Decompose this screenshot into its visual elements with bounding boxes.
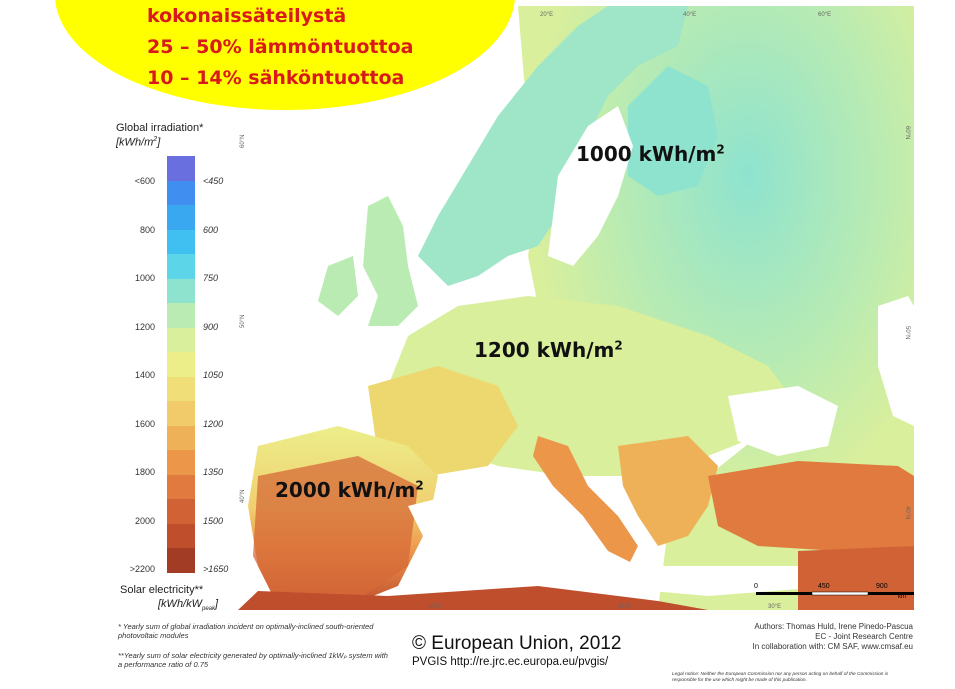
- credits-authors: Authors: Thomas Huld, Irene Pinedo-Pascu…: [754, 622, 913, 631]
- legend-swatch: [167, 278, 195, 303]
- black-sea: [728, 386, 838, 456]
- balkans: [618, 436, 718, 546]
- legend-swatch: [167, 499, 195, 524]
- graticule-left-2: 40°N: [240, 490, 246, 503]
- baltic-sea: [548, 106, 633, 266]
- legend-bottom-unit: [kWh/kWpeak]: [158, 598, 219, 613]
- legend-irradiation-label: >2200: [129, 564, 155, 574]
- legend-irradiation-label: 1600: [134, 418, 155, 429]
- label-2000-kwh: 2000 kWh/m2: [275, 478, 424, 502]
- label-1000-kwh: 1000 kWh/m2: [576, 142, 725, 166]
- legend-swatch: [167, 548, 195, 573]
- graticule-top-0: 20°E: [540, 12, 553, 18]
- legend-electricity-label: 600: [203, 224, 219, 235]
- scandinavia: [418, 6, 688, 286]
- legend-irradiation-label: 1200: [134, 321, 155, 332]
- legend-irradiation-label: <600: [134, 176, 155, 186]
- great-britain: [363, 196, 418, 326]
- legend-swatch: [167, 303, 195, 328]
- legend-electricity-label: 1200: [203, 418, 224, 429]
- legend-electricity-label: 750: [203, 273, 219, 283]
- scale-bar: 0 450 900 km: [754, 583, 914, 600]
- north-africa: [238, 586, 708, 610]
- scale-label-0: 0: [754, 583, 758, 590]
- legend-color-ramp: [167, 156, 195, 573]
- graticule-left-1: 50°N: [240, 315, 246, 328]
- headline-line-1: kokonaissäteilystä: [147, 5, 347, 27]
- caspian-sea: [878, 296, 914, 426]
- graticule-top-2: 60°E: [818, 12, 831, 18]
- turkey: [708, 461, 914, 551]
- graticule-left-0: 60°N: [240, 135, 246, 148]
- legend-irradiation-label: 1000: [134, 273, 155, 283]
- scale-label-900: 900: [876, 583, 888, 590]
- legend-swatch: [167, 401, 195, 426]
- legend-title: Global irradiation*: [116, 122, 204, 134]
- graticule-bottom-2: 30°E: [768, 604, 781, 610]
- legal-notice: Legal notice: Neither the European Commi…: [672, 672, 889, 683]
- graticule-right-2: 40°N: [904, 506, 910, 519]
- scale-unit: km: [898, 594, 906, 600]
- italy: [533, 436, 638, 566]
- copyright: © European Union, 2012: [412, 633, 622, 654]
- solar-irradiation-map: 0 450 900 km 20°E 40°E 60°E 10°E 20°E 30…: [238, 6, 914, 610]
- legend-bottom-title: Solar electricity**: [120, 584, 204, 596]
- legend-swatch: [167, 425, 195, 450]
- graticule-right-1: 50°N: [904, 326, 910, 339]
- headline-line-2: 25 – 50% lämmöntuottoa: [147, 36, 414, 58]
- legend-swatch: [167, 205, 195, 230]
- legend-irradiation-label: 1400: [134, 370, 155, 380]
- legend-electricity-label: <450: [203, 176, 224, 186]
- legend-electricity-label: 900: [203, 321, 219, 332]
- credits: Authors: Thomas Huld, Irene Pinedo-Pascu…: [752, 622, 913, 652]
- footnote-1: * Yearly sum of global irradiation incid…: [118, 622, 374, 640]
- legend-electricity-label: 1500: [203, 515, 224, 526]
- legend-electricity-label: >1650: [203, 564, 229, 574]
- legend-irradiation-label: 800: [139, 224, 155, 235]
- legend-swatch: [167, 474, 195, 499]
- headline-line-3: 10 – 14% sähköntuottoa: [147, 67, 405, 89]
- legend-swatch: [167, 523, 195, 548]
- legend-swatch: [167, 450, 195, 475]
- legend-swatch: [167, 327, 195, 352]
- scale-label-450: 450: [818, 583, 830, 590]
- graticule-top-1: 40°E: [683, 12, 696, 18]
- legend-irradiation-label: 2000: [134, 515, 155, 526]
- legend-irradiation-label: 1800: [134, 467, 155, 477]
- graticule-right-0: 60°N: [904, 126, 910, 139]
- legend-electricity-label: 1050: [203, 370, 224, 380]
- legend-swatch: [167, 156, 195, 181]
- pvgis-url: PVGIS http://re.jrc.ec.europa.eu/pvgis/: [412, 656, 609, 668]
- mediterranean-sea: [398, 476, 838, 596]
- graticule-bottom-0: 10°E: [428, 604, 441, 610]
- credits-org: EC - Joint Research Centre: [815, 632, 913, 641]
- legend-swatch: [167, 352, 195, 377]
- label-1200-kwh: 1200 kWh/m2: [474, 338, 623, 362]
- credits-collab: In collaboration with: CM SAF, www.cmsaf…: [752, 642, 913, 651]
- legend-swatch: [167, 180, 195, 205]
- legend-swatch: [167, 229, 195, 254]
- finland: [628, 66, 718, 196]
- middle-east: [798, 546, 914, 610]
- footnote-2: **Yearly sum of solar electricity genera…: [118, 651, 388, 669]
- legend-swatch: [167, 376, 195, 401]
- legend-swatch: [167, 254, 195, 279]
- legend-unit: [kWh/m2]: [116, 136, 161, 149]
- graticule-bottom-1: 20°E: [618, 604, 631, 610]
- legend-electricity-label: 1350: [203, 467, 224, 477]
- ireland: [318, 256, 358, 316]
- iberia-south: [253, 456, 418, 606]
